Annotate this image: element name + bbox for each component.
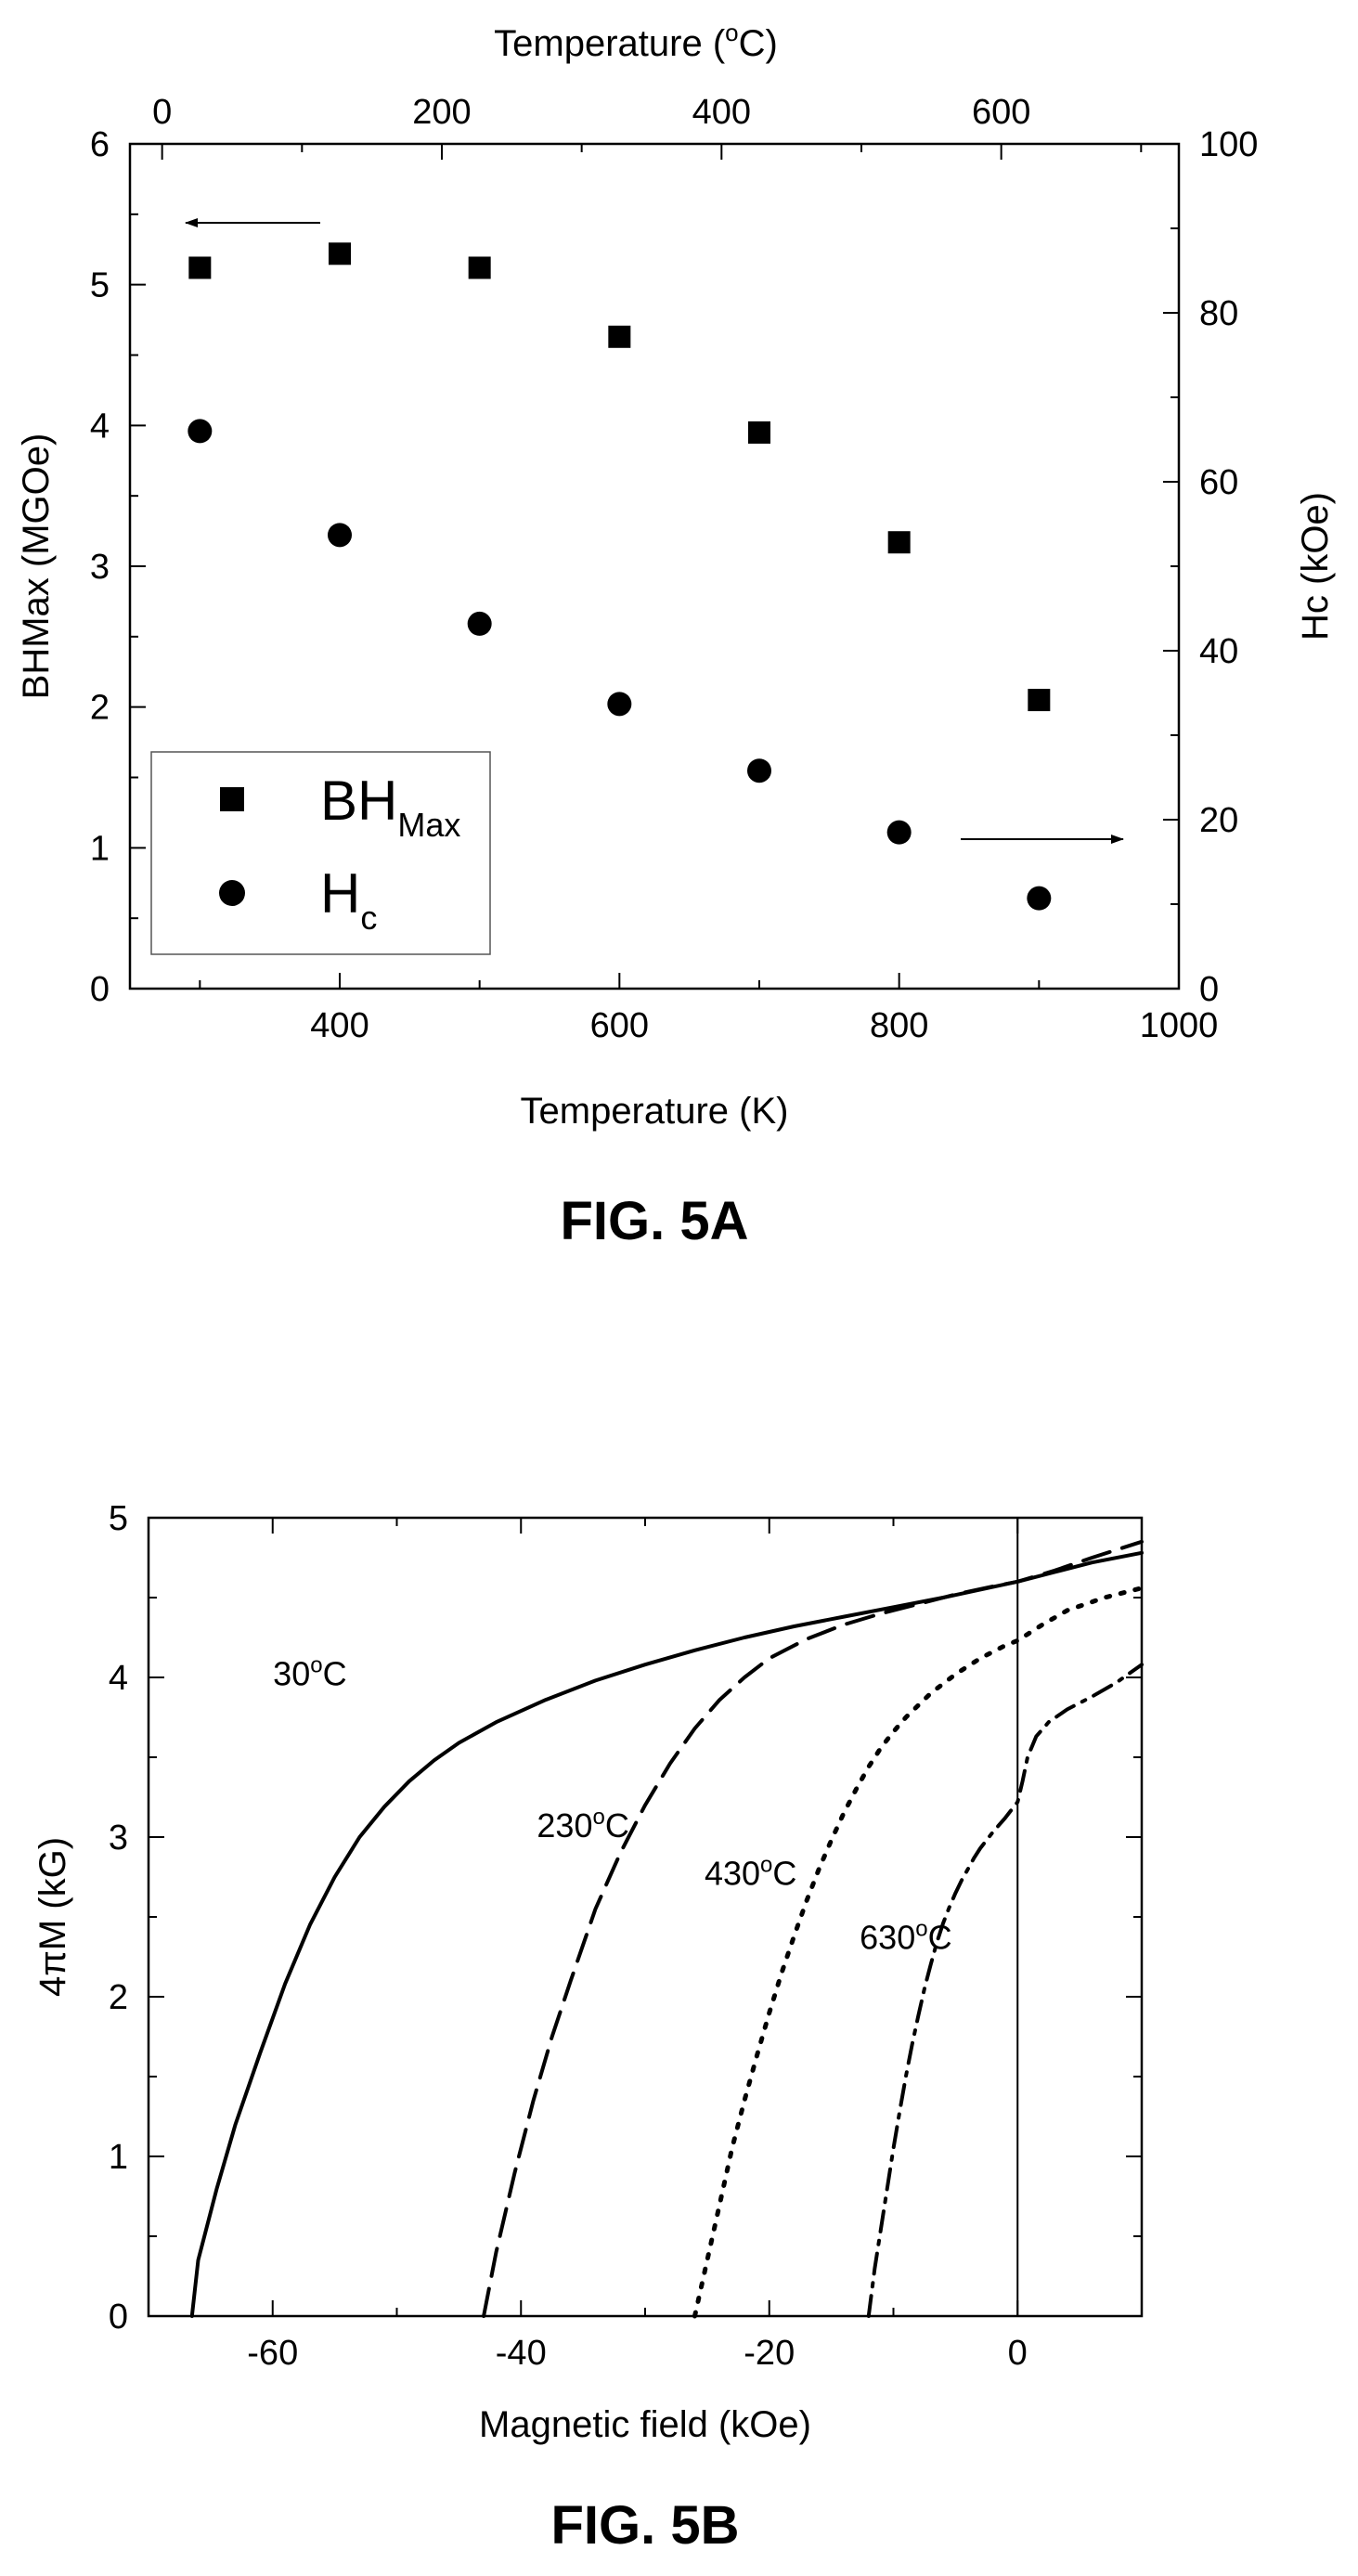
curve-30C xyxy=(189,1550,1144,2318)
data-mark-group-5a xyxy=(188,242,1052,911)
y-tick-label: 2 xyxy=(90,689,110,728)
figure-caption-5b: FIG. 5B xyxy=(550,2495,739,2556)
hc-point xyxy=(886,820,912,845)
bhmax-point xyxy=(468,256,491,279)
figure-caption-5a: FIG. 5A xyxy=(560,1191,748,1251)
legend-label-hc-main: H xyxy=(320,862,360,925)
tick-label-group-5b: -60 -40 -20 0 0 1 2 3 4 5 xyxy=(109,1499,1028,2373)
x-tick-label: -40 xyxy=(496,2334,547,2373)
curve-label-630C: 630oC xyxy=(860,1916,951,1956)
curve-label-degree: o xyxy=(592,1805,604,1830)
y2-axis-title-5a: Hc (kOe) xyxy=(1295,492,1336,641)
hc-point xyxy=(1027,886,1052,911)
y-tick-label: 4 xyxy=(109,1659,128,1698)
bhmax-point xyxy=(1028,689,1051,712)
bhmax-point xyxy=(887,531,911,554)
curve-label-unit: C xyxy=(605,1806,629,1845)
x2-tick-label: 400 xyxy=(692,93,751,132)
legend-label-bhmax-main: BH xyxy=(320,770,397,832)
y-tick-label: 3 xyxy=(109,1819,128,1858)
legend-label-bhmax: BHMax xyxy=(320,770,460,844)
y-axis-title-5a: BHMax (MGOe) xyxy=(16,434,57,700)
y-tick-label: 4 xyxy=(90,407,110,446)
legend-5a: BHMax Hc xyxy=(150,751,491,955)
y-axis-title-5b: 4πM (kG) xyxy=(32,1837,73,1997)
x2-tick-label: 200 xyxy=(412,93,471,132)
x2-axis-title-5a: Temperature (oC) xyxy=(494,19,778,64)
x2-axis-title-main: Temperature ( xyxy=(494,23,726,64)
y-tick-label: 5 xyxy=(109,1499,128,1538)
x2-tick-label: 600 xyxy=(972,93,1030,132)
curve-label-value: 430 xyxy=(705,1855,760,1893)
hc-point xyxy=(607,692,632,717)
curve-230C xyxy=(482,1539,1144,2318)
curve-label-230C: 230oC xyxy=(537,1805,628,1845)
curve-label-unit: C xyxy=(772,1855,796,1893)
x-axis-title-5a: Temperature (K) xyxy=(521,1091,789,1132)
hc-point xyxy=(467,611,492,636)
bhmax-point xyxy=(329,242,351,265)
curve-label-30C: 30oC xyxy=(273,1653,346,1693)
legend-marker-circle xyxy=(219,880,245,906)
curve-label-value: 230 xyxy=(537,1806,592,1845)
y-tick-label: 1 xyxy=(109,2138,128,2177)
curve-label-unit: C xyxy=(928,1918,952,1956)
x2-tick-label: 0 xyxy=(152,93,172,132)
y2-tick-label: 40 xyxy=(1199,632,1238,671)
legend-label-hc-sub: c xyxy=(360,899,377,937)
tick-group-5a xyxy=(130,143,1180,990)
x-tick-label: 400 xyxy=(310,1006,369,1045)
y2-tick-label: 80 xyxy=(1199,294,1238,333)
x-tick-label: 800 xyxy=(870,1006,928,1045)
curve-label-value: 30 xyxy=(273,1655,310,1693)
y-tick-label: 5 xyxy=(90,266,110,305)
hc-point xyxy=(747,758,771,783)
data-mark-group-5b xyxy=(189,1518,1145,2319)
curve-label-degree: o xyxy=(760,1853,772,1878)
legend-label-hc: Hc xyxy=(320,862,377,937)
legend-marker-square xyxy=(220,787,244,811)
hc-point xyxy=(328,523,352,548)
bhmax-point xyxy=(748,421,770,444)
x-tick-label: 1000 xyxy=(1140,1006,1219,1045)
x2-axis-title-end: C) xyxy=(739,23,778,64)
x-axis-title-5b: Magnetic field (kOe) xyxy=(479,2404,811,2445)
plot-frame-5a xyxy=(128,142,1181,990)
y-tick-label: 0 xyxy=(109,2298,128,2337)
y2-tick-label: 20 xyxy=(1199,801,1238,840)
y2-tick-label: 0 xyxy=(1199,970,1219,1009)
bhmax-point xyxy=(608,325,631,348)
curve-label-unit: C xyxy=(323,1655,347,1693)
x-tick-label: 0 xyxy=(1008,2334,1028,2373)
x-tick-label: -20 xyxy=(744,2334,795,2373)
curve-630C xyxy=(866,1663,1144,2318)
legend-box xyxy=(150,751,491,955)
y2-tick-label: 100 xyxy=(1199,125,1258,164)
y-tick-label: 2 xyxy=(109,1978,128,2017)
x-tick-label: 600 xyxy=(590,1006,649,1045)
y2-tick-label: 60 xyxy=(1199,463,1238,502)
hc-point xyxy=(188,419,213,444)
y-tick-label: 6 xyxy=(90,125,110,164)
y-tick-label: 3 xyxy=(90,548,110,587)
curve-label-value: 630 xyxy=(860,1918,915,1956)
legend-label-bhmax-sub: Max xyxy=(397,806,460,844)
curve-430C xyxy=(692,1586,1145,2319)
curve-label-degree: o xyxy=(310,1653,322,1678)
tick-group-5b xyxy=(148,1517,1143,2317)
plot-frame-5b xyxy=(147,1516,1144,2318)
curve-label-430C: 430oC xyxy=(705,1853,796,1893)
x2-axis-title-sup: o xyxy=(725,19,738,46)
x-tick-label: -60 xyxy=(247,2334,298,2373)
y-tick-label: 1 xyxy=(90,829,110,868)
y-tick-label: 0 xyxy=(90,970,110,1009)
curve-label-degree: o xyxy=(915,1916,927,1941)
bhmax-point xyxy=(188,256,212,279)
